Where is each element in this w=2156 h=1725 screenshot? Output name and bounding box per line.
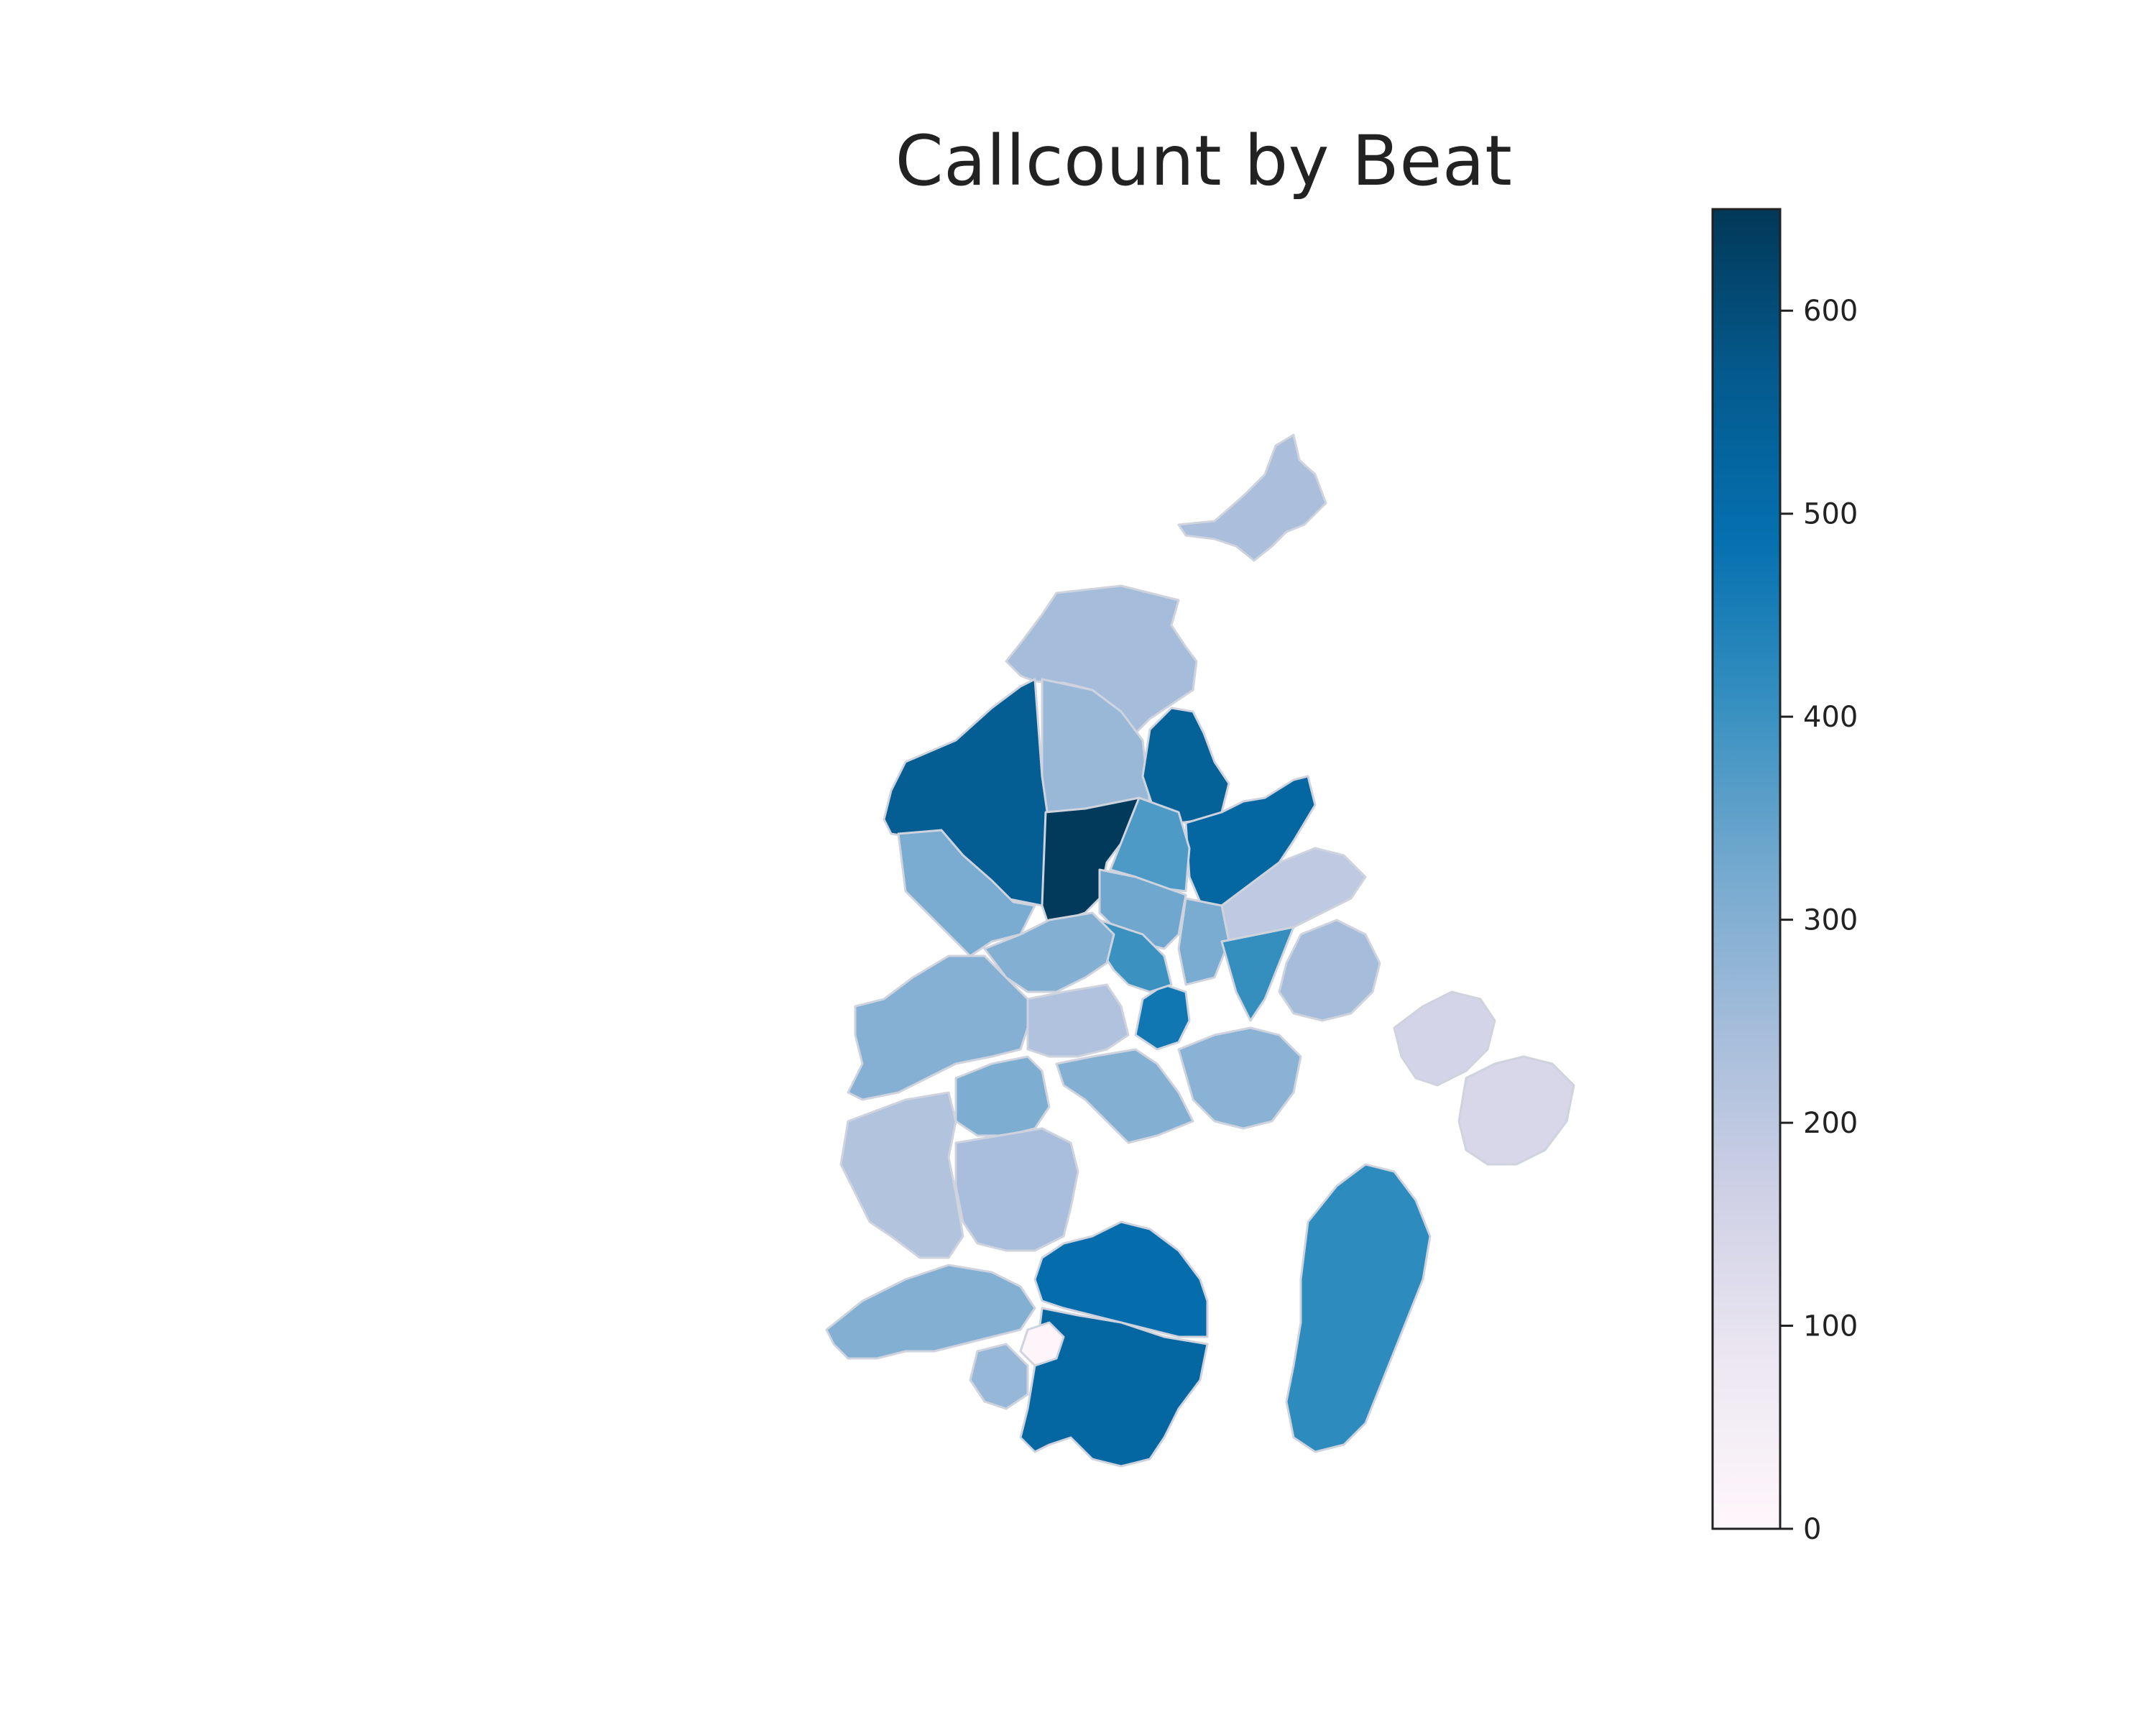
beat-region (825, 1264, 1036, 1360)
colorbar-tick-label: 300 (1803, 904, 1858, 937)
beat-region (1177, 1026, 1302, 1130)
beat-region (1019, 1321, 1065, 1367)
colorbar-tick-label: 0 (1803, 1513, 1821, 1546)
beat-region (1026, 983, 1130, 1058)
beat-region (1457, 1055, 1575, 1166)
beat-region (969, 1343, 1029, 1410)
colorbar-tick-label: 100 (1803, 1310, 1858, 1343)
colorbar-ticks: 0 100 200 300 400 500 600 (1780, 295, 1858, 1546)
beat-region (1005, 584, 1198, 735)
beat-region (954, 1055, 1051, 1137)
beat-region (1033, 1220, 1209, 1338)
beat-region (839, 1091, 964, 1259)
colorbar-tick-label: 600 (1803, 295, 1858, 328)
beat-region (847, 954, 1036, 1101)
colorbar-tick-label: 400 (1803, 701, 1858, 734)
beat-region (1177, 897, 1230, 986)
beat-region (954, 1127, 1079, 1252)
colorbar: 0 100 200 300 400 500 600 (1711, 208, 1858, 1546)
beat-region (1220, 926, 1295, 1022)
beat-region (1278, 919, 1381, 1022)
map-title: Callcount by Beat (895, 121, 1513, 201)
colorbar-tick-label: 200 (1803, 1107, 1858, 1140)
beat-region (1285, 1163, 1432, 1453)
beat-region (1019, 1307, 1209, 1468)
beat-region (983, 911, 1115, 993)
beat-region (1134, 983, 1191, 1051)
beat-region (1177, 433, 1327, 562)
beat-regions (825, 433, 1575, 1468)
beat-region (1393, 990, 1496, 1087)
beat-region (1055, 1048, 1194, 1144)
colorbar-tick-label: 500 (1803, 498, 1858, 531)
colorbar-gradient (1711, 208, 1782, 1530)
